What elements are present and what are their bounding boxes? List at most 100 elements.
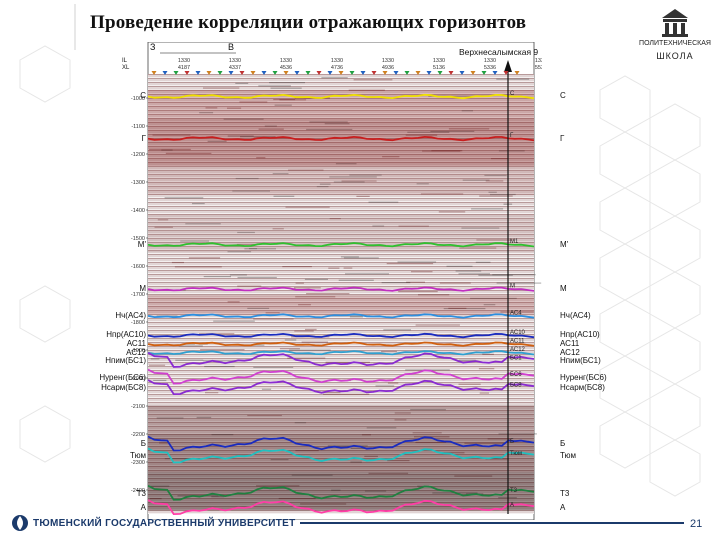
trace-speckle xyxy=(341,180,377,182)
trace-marker-14 xyxy=(305,71,311,75)
trace-speckle xyxy=(350,447,371,449)
trace-marker-31 xyxy=(492,71,498,75)
trace-speckle xyxy=(331,489,341,491)
trace-speckle xyxy=(309,121,348,123)
trace-speckle xyxy=(294,422,307,424)
trace-speckle xyxy=(448,307,467,309)
trace-speckle xyxy=(420,193,464,195)
well-tag-6: АС11 xyxy=(510,339,525,345)
slide-title: Проведение корреляции отражающих горизон… xyxy=(90,12,527,33)
trace-speckle xyxy=(203,87,240,89)
trace-speckle xyxy=(356,195,370,197)
trace-speckle xyxy=(475,261,491,263)
trace-marker-19 xyxy=(360,71,366,75)
trace-speckle xyxy=(288,169,324,171)
trace-speckle xyxy=(324,123,350,125)
trace-speckle xyxy=(274,104,292,106)
horizon-label-left-9: Нуренг(БС6) xyxy=(99,372,146,382)
trace-il-label: 1330 xyxy=(229,58,241,64)
trace-speckle xyxy=(407,131,450,133)
trace-speckle xyxy=(279,99,307,101)
trace-speckle xyxy=(382,156,400,158)
trace-speckle xyxy=(287,357,326,359)
trace-speckle xyxy=(285,206,330,208)
trace-speckle xyxy=(289,349,331,351)
trace-speckle xyxy=(349,174,382,176)
trace-speckle xyxy=(470,297,517,299)
trace-speckle xyxy=(381,350,397,353)
trace-speckle xyxy=(304,278,328,280)
trace-speckle xyxy=(446,265,473,267)
trace-marker-28 xyxy=(459,71,465,75)
trace-speckle xyxy=(273,195,295,197)
horizon-label-left-13: Т3 xyxy=(136,488,146,498)
time-tick-label: -1400 xyxy=(131,208,145,214)
trace-speckle xyxy=(496,282,542,284)
trace-speckle xyxy=(398,291,438,293)
trace-speckle xyxy=(443,308,486,310)
trace-marker-9 xyxy=(250,71,256,75)
horizon-lines: С Г М1 М АС4 АС10 АС11 АС12 БС1 БС6 БС8 Б Тюм Т3 А xyxy=(147,91,535,516)
trace-speckle xyxy=(461,110,473,112)
trace-speckle xyxy=(253,366,294,368)
time-tick-label: -1500 xyxy=(131,236,145,242)
trace-speckle xyxy=(239,101,268,103)
trace-speckle xyxy=(148,485,170,487)
trace-marker-11 xyxy=(272,71,278,75)
trace-speckle xyxy=(235,82,249,84)
trace-marker-7 xyxy=(228,71,234,75)
horizon-line-7 xyxy=(147,350,535,356)
trace-speckle xyxy=(316,186,329,188)
well-tag-14: А xyxy=(510,503,514,509)
university-name: ТЮМЕНСКИЙ ГОСУДАРСТВЕННЫЙ УНИВЕРСИТЕТ xyxy=(33,518,296,529)
trace-speckle xyxy=(253,318,294,320)
horizon-line-6 xyxy=(147,341,535,347)
trace-speckle xyxy=(270,87,302,89)
trace-marker-8 xyxy=(239,71,245,75)
horizon-label-left-6: АС11 xyxy=(126,339,146,349)
trace-speckle xyxy=(178,345,203,347)
trace-speckle xyxy=(478,368,495,370)
reflector-band-0 xyxy=(148,89,534,119)
trace-speckle xyxy=(498,433,537,435)
trace-marker-4 xyxy=(195,71,201,75)
trace-speckle xyxy=(498,150,525,152)
trace-speckle xyxy=(204,365,235,368)
trace-speckle xyxy=(247,414,282,417)
trace-speckle xyxy=(202,360,238,362)
logo-text-bottom: ШКОЛА xyxy=(656,51,694,61)
trace-speckle xyxy=(343,267,353,269)
horizon-label-right-9: Нуренг(БС6) xyxy=(560,372,607,382)
trace-speckle xyxy=(171,261,184,264)
trace-speckle xyxy=(387,460,410,462)
trace-marker-20 xyxy=(371,71,377,75)
trace-speckle xyxy=(387,382,399,384)
trace-speckle xyxy=(410,409,446,411)
well-tag-9: БС6 xyxy=(510,372,522,378)
trace-speckle xyxy=(196,416,212,419)
trace-speckle xyxy=(319,183,331,185)
trace-speckle xyxy=(235,177,259,180)
horizon-label-right-12: Тюм xyxy=(560,451,576,461)
trace-marker-10 xyxy=(261,71,267,75)
trace-speckle xyxy=(323,391,341,394)
reflector-band-4 xyxy=(148,295,534,315)
trace-speckle xyxy=(180,240,209,242)
time-tick-label: -1200 xyxy=(131,152,145,158)
trace-speckle xyxy=(152,134,191,136)
trace-speckle xyxy=(368,201,399,203)
seismic-traces xyxy=(148,74,534,514)
trace-xl-label: 4536 xyxy=(280,65,292,71)
trace-speckle xyxy=(386,263,434,265)
trace-speckle xyxy=(291,474,333,476)
trace-speckle xyxy=(256,157,266,159)
trace-marker-1 xyxy=(162,71,168,75)
trace-speckle xyxy=(321,77,348,79)
trace-speckle xyxy=(272,228,284,230)
trace-speckle xyxy=(305,328,317,331)
trace-speckle xyxy=(265,312,280,314)
reflector-band-5 xyxy=(148,405,534,434)
trace-speckle xyxy=(232,190,270,192)
horizon-label-right-3: М xyxy=(560,284,567,294)
